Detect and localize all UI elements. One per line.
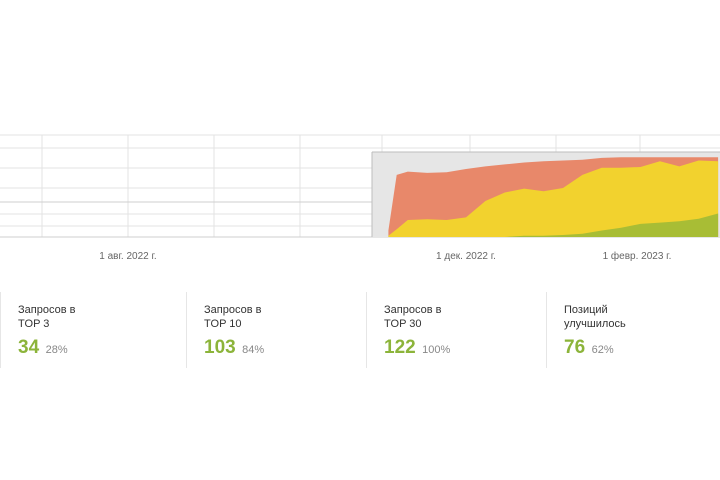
stat-value-row: 103 84% xyxy=(204,337,366,359)
stat-value-row: 122 100% xyxy=(384,337,546,359)
chart-svg: 1 авг. 2022 г. 1 дек. 2022 г. 1 февр. 2023… xyxy=(0,134,720,262)
stat-percent: 84% xyxy=(242,344,265,356)
series-area-2 xyxy=(388,213,719,237)
stat-label-line1: Запросов в xyxy=(204,304,262,316)
stat-top30: Запросов в TOP 30 122 100% xyxy=(366,292,546,368)
series-area-1 xyxy=(388,160,719,237)
stat-percent: 28% xyxy=(45,344,68,356)
stat-label-line1: Запросов в xyxy=(18,304,76,316)
stat-value-row: 34 28% xyxy=(18,337,186,359)
stat-value: 103 xyxy=(204,337,236,358)
stat-value-row: 76 62% xyxy=(564,337,720,359)
stat-top10: Запросов в TOP 10 103 84% xyxy=(186,292,366,368)
stat-percent: 100% xyxy=(422,344,451,356)
stat-label: Запросов в TOP 10 xyxy=(204,303,354,331)
stat-percent: 62% xyxy=(591,344,614,356)
x-tick-label: 1 авг. 2022 г. xyxy=(99,251,156,262)
stat-label-line1: Позиций xyxy=(564,304,608,316)
stat-label-line1: Запросов в xyxy=(384,304,442,316)
stat-label: Запросов в TOP 30 xyxy=(384,303,534,331)
x-tick-label: 1 дек. 2022 г. xyxy=(436,251,496,262)
stat-label-line2: улучшилось xyxy=(564,318,626,330)
positions-chart: 1 авг. 2022 г. 1 дек. 2022 г. 1 февр. 2023… xyxy=(0,130,720,270)
stat-label-line2: TOP 3 xyxy=(18,318,50,330)
stat-label: Запросов в TOP 3 xyxy=(18,303,168,331)
stat-top3: Запросов в TOP 3 34 28% xyxy=(0,292,186,368)
stat-label: Позиций улучшилось xyxy=(564,303,714,331)
stat-value: 76 xyxy=(564,337,586,358)
stats-row: Запросов в TOP 3 34 28% Запросов в TOP 1… xyxy=(0,292,720,368)
stat-improved: Позиций улучшилось 76 62% xyxy=(546,292,720,368)
x-tick-label: 1 февр. 2023 г. xyxy=(603,250,672,262)
stat-label-line2: TOP 30 xyxy=(384,318,422,330)
stat-value: 122 xyxy=(384,337,416,358)
stat-label-line2: TOP 10 xyxy=(204,318,242,330)
stat-value: 34 xyxy=(18,337,40,358)
